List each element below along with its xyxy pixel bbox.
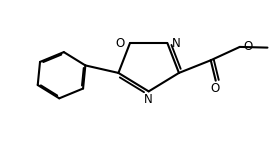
Text: O: O — [116, 36, 125, 50]
Text: O: O — [244, 40, 253, 53]
Text: N: N — [172, 36, 181, 50]
Text: N: N — [144, 93, 153, 106]
Text: O: O — [210, 82, 220, 95]
